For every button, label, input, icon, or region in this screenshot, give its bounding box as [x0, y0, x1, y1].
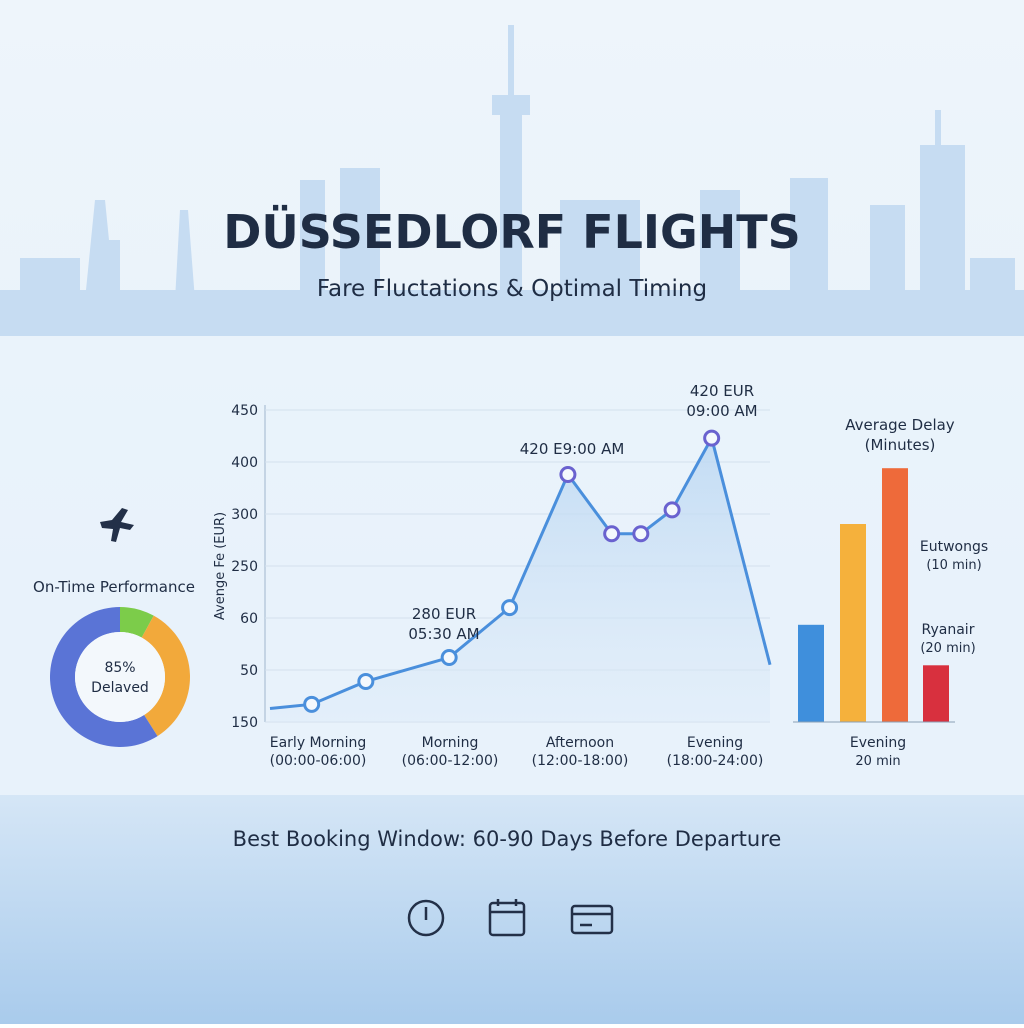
subtitle: Fare Fluctations & Optimal Timing — [317, 276, 707, 302]
point — [703, 429, 721, 447]
x-tick-label: (00:00-06:00) — [270, 753, 367, 769]
footer-text: Best Booking Window: 60-90 Days Before D… — [233, 827, 782, 851]
annotation: 280 EUR — [412, 605, 476, 623]
x-tick-label: Evening — [687, 735, 743, 751]
point — [663, 501, 681, 519]
bar-title: (Minutes) — [865, 436, 936, 454]
y-tick-label: 400 — [231, 455, 258, 471]
y-tick-label: 300 — [231, 507, 258, 523]
bar — [923, 665, 949, 722]
y-tick-label: 150 — [231, 715, 258, 731]
x-tick-label: (18:00-24:00) — [667, 753, 764, 769]
y-tick-label: 60 — [240, 611, 258, 627]
annotation: 420 EUR — [690, 382, 754, 400]
x-tick-label: (12:00-18:00) — [532, 753, 629, 769]
title: DÜSSEDLORF FLIGHTS — [223, 205, 801, 259]
bar — [882, 468, 908, 722]
donut-segment — [120, 607, 154, 638]
donut-hole — [75, 632, 165, 722]
point — [357, 672, 375, 690]
x-tick-label: Morning — [422, 735, 479, 751]
annotation: (10 min) — [926, 558, 981, 573]
x-tick-label: Early Morning — [270, 735, 366, 751]
y-tick-label: 250 — [231, 559, 258, 575]
area — [270, 438, 770, 722]
x-tick-label: Afternoon — [546, 735, 614, 751]
annotation: 05:30 AM — [408, 625, 479, 643]
point — [632, 525, 650, 543]
y-tick-label: 50 — [240, 663, 258, 679]
x-tick-label: (06:00-12:00) — [402, 753, 499, 769]
annotation: (20 min) — [920, 641, 975, 656]
plane-icon — [100, 508, 134, 542]
donut-segment — [141, 615, 191, 737]
donut-segment — [49, 607, 158, 747]
footer-icons — [407, 899, 614, 937]
annotation: Eutwongs — [920, 539, 988, 555]
bar-title: Average Delay — [845, 416, 955, 434]
point — [501, 599, 519, 617]
point — [603, 525, 621, 543]
point — [440, 649, 458, 667]
skyline — [0, 25, 1024, 336]
annotation: Evening — [850, 735, 906, 751]
donut-title: On-Time Performance — [33, 578, 195, 596]
annotation: 20 min — [855, 754, 900, 769]
donut-center-sublabel: Delaved — [91, 680, 149, 696]
donut-center-label: 85% — [104, 660, 135, 676]
annotation: 420 E9:00 AM — [520, 440, 625, 458]
y-tick-label: 450 — [231, 403, 258, 419]
point — [559, 465, 577, 483]
y-axis-label: Avenge Fe (EUR) — [213, 512, 228, 620]
point — [303, 695, 321, 713]
annotation: 09:00 AM — [686, 402, 757, 420]
annotation: Ryanair — [922, 622, 975, 638]
bar — [840, 524, 866, 722]
footer-band — [0, 795, 1024, 1024]
bar — [798, 624, 824, 722]
